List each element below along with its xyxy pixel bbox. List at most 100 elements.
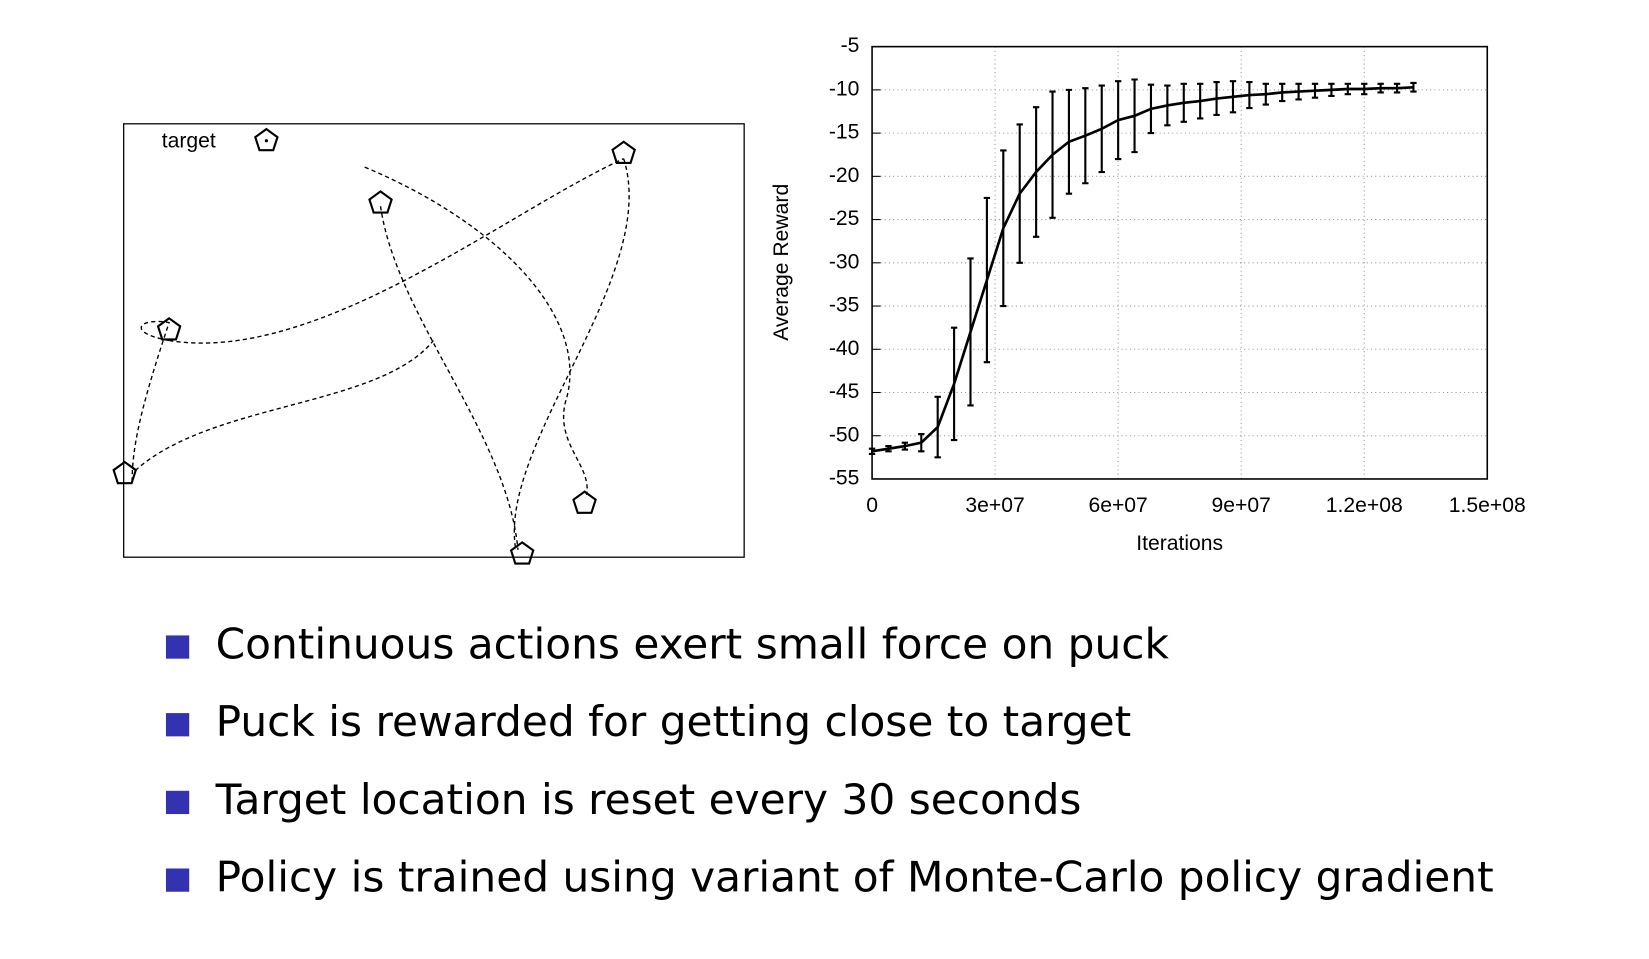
error-bar-stroke xyxy=(885,445,892,453)
legend-dot xyxy=(264,139,268,143)
x-tick-label: 0 xyxy=(866,494,878,517)
bullet-marker xyxy=(165,868,190,892)
y-tick-label: -5 xyxy=(841,34,860,57)
y-tick-label: -40 xyxy=(829,337,860,360)
reward-chart: Average Reward Iterations -5 -10 -15 -20 -25… xyxy=(770,34,1526,555)
error-bar xyxy=(983,196,991,364)
error-bar xyxy=(885,445,892,453)
bullet-text: Policy is trained using variant of Monte… xyxy=(216,853,1494,902)
bullet-text: Continuous actions exert small force on … xyxy=(216,620,1170,669)
error-bar-stroke xyxy=(1180,82,1187,123)
error-bar xyxy=(1361,82,1368,96)
error-bar-stroke xyxy=(967,257,974,407)
y-tick-label: -45 xyxy=(829,380,860,403)
error-bar-stroke xyxy=(1262,82,1269,106)
error-bar-stroke xyxy=(1016,123,1023,264)
error-bar xyxy=(950,326,958,442)
legend-label: target xyxy=(162,129,216,152)
error-bar xyxy=(1131,78,1138,154)
error-bar xyxy=(868,447,876,455)
error-bar-stroke xyxy=(868,447,876,455)
error-bar-stroke xyxy=(1065,88,1073,195)
error-bar-stroke xyxy=(1410,81,1417,93)
y-tick-label: -35 xyxy=(829,294,860,317)
error-bar xyxy=(1246,81,1253,110)
error-bar xyxy=(1164,84,1171,127)
error-bar-stroke xyxy=(1098,84,1105,174)
error-bar xyxy=(1032,106,1040,238)
error-bar-stroke xyxy=(1164,84,1171,127)
bullet-marker xyxy=(165,790,190,815)
trajectory xyxy=(379,206,519,550)
error-bar xyxy=(1229,80,1237,114)
y-axis-label: Average Reward xyxy=(770,184,793,341)
puck-diagram: target xyxy=(112,123,745,565)
error-bar-stroke xyxy=(1279,82,1286,103)
trajectory xyxy=(131,320,171,482)
error-bar-stroke xyxy=(1377,82,1384,94)
error-bar-stroke xyxy=(1361,82,1368,96)
error-bar-stroke xyxy=(901,441,909,451)
x-tick-label: 9e+07 xyxy=(1212,494,1271,517)
trajectory xyxy=(513,158,630,550)
error-bar-stroke xyxy=(983,196,991,364)
error-bar xyxy=(1279,82,1286,103)
bullet-marker xyxy=(165,713,190,737)
error-bar-stroke xyxy=(1197,82,1204,120)
error-bar xyxy=(967,257,974,407)
error-bar xyxy=(1295,82,1302,101)
y-tick-label: -25 xyxy=(829,207,860,230)
trajectory xyxy=(169,158,624,344)
y-tick-label: -15 xyxy=(829,121,860,144)
error-bar-stroke xyxy=(950,326,958,442)
target xyxy=(510,541,535,565)
error-bar xyxy=(1000,149,1007,308)
error-bar-stroke xyxy=(1032,106,1040,238)
error-bar-stroke xyxy=(1147,83,1155,135)
error-bar-stroke xyxy=(1114,80,1122,161)
error-bar-stroke xyxy=(1049,90,1056,219)
bullet-marker xyxy=(165,635,190,659)
error-bar-stroke xyxy=(1082,87,1089,185)
error-bar xyxy=(1344,82,1351,96)
error-bar xyxy=(918,432,925,453)
reward-line xyxy=(871,85,1414,453)
error-bar xyxy=(1180,82,1187,123)
error-bar xyxy=(1082,87,1089,185)
error-bar xyxy=(1098,84,1105,174)
error-bar xyxy=(1213,81,1220,117)
error-bar xyxy=(1197,82,1204,120)
error-bar xyxy=(1393,82,1401,94)
plot-frame xyxy=(871,45,1489,480)
error-bar-stroke xyxy=(1344,82,1351,96)
error-bar-stroke xyxy=(934,395,941,459)
error-bar-stroke xyxy=(1328,82,1335,97)
x-tick-label: 3e+07 xyxy=(965,494,1024,517)
error-bar xyxy=(1311,82,1319,99)
y-tick-label: -10 xyxy=(829,77,860,100)
x-axis-label: Iterations xyxy=(1136,532,1223,555)
error-bar xyxy=(1016,123,1023,264)
error-bar-stroke xyxy=(1229,80,1237,114)
x-tick-label: 6e+07 xyxy=(1088,494,1147,517)
error-bar-stroke xyxy=(1000,149,1007,308)
y-tick-label: -50 xyxy=(829,423,860,446)
y-tick-label: -20 xyxy=(829,164,860,187)
error-bar xyxy=(1114,80,1122,161)
bullet-text: Target location is reset every 30 second… xyxy=(215,775,1082,824)
bullet-text: Puck is rewarded for getting close to ta… xyxy=(216,697,1132,746)
error-bar-stroke xyxy=(1393,82,1401,94)
error-bar xyxy=(901,441,909,451)
error-bar-stroke xyxy=(1213,81,1220,117)
y-tick-label: -55 xyxy=(829,467,860,490)
error-bar-stroke xyxy=(1246,81,1253,110)
error-bar-stroke xyxy=(1311,82,1319,99)
error-bar xyxy=(1262,82,1269,106)
bullet-list: Continuous actions exert small force on … xyxy=(165,620,1494,902)
error-bar-stroke xyxy=(1295,82,1302,101)
arena xyxy=(123,123,745,558)
error-bar-stroke xyxy=(1131,78,1138,154)
error-bar xyxy=(1328,82,1335,97)
error-bar xyxy=(1065,88,1073,195)
